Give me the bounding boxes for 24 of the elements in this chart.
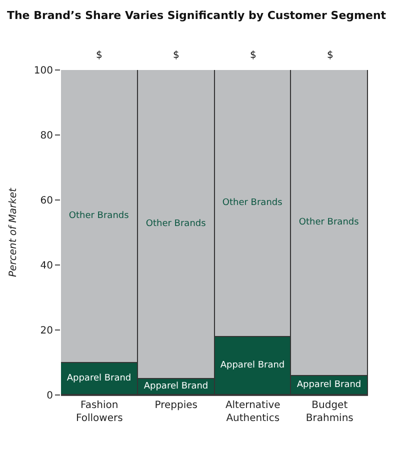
y-axis-title: Percent of Market: [8, 186, 19, 277]
text: Other Brands: [146, 219, 206, 229]
text: Other Brands: [298, 218, 359, 228]
y-tick-label: 80: [40, 130, 53, 142]
x-tick-label: Fashion Followers: [76, 400, 123, 424]
text: $: [327, 50, 334, 61]
y-tick-label: 60: [40, 196, 53, 206]
x-tick-label: Budget Brahmins: [306, 400, 354, 424]
text: $: [96, 50, 102, 61]
text: Apparel Brand: [296, 380, 362, 390]
text: $: [250, 50, 256, 61]
text: Other Brands: [68, 211, 129, 221]
text: Apparel Brand: [220, 360, 285, 370]
x-tick-label: Alternative Authentics: [225, 400, 280, 424]
y-tick-label: 20: [40, 326, 53, 336]
y-tick-label: 0: [46, 390, 53, 402]
text: $: [173, 50, 180, 61]
chart-title: The Brand’s Share Varies Significantly by Customer Segment: [6, 8, 386, 22]
y-tick-label: 100: [34, 66, 53, 76]
x-tick-label: Preppies: [154, 400, 198, 411]
y-tick-label: 40: [40, 260, 53, 272]
series-label: Apparel Brand: [144, 382, 208, 392]
text: Apparel Brand: [66, 374, 132, 384]
series-label: Other Brands: [222, 198, 283, 208]
